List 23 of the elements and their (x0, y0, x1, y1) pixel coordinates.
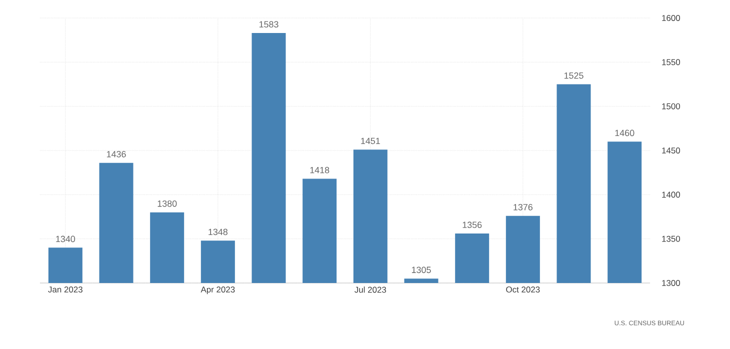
data-label: 1525 (564, 72, 584, 79)
data-label: 1305 (412, 266, 431, 274)
data-label: 1380 (158, 200, 177, 207)
x-tick-label: Oct 2023 (506, 286, 540, 293)
y-tick-label: 1500 (662, 103, 680, 110)
data-label: 1436 (106, 150, 126, 158)
x-tick-label: Apr 2023 (200, 286, 235, 294)
data-label: 1583 (259, 21, 278, 28)
data-label: 1348 (208, 228, 228, 236)
y-tick-label: 1450 (662, 148, 680, 154)
x-tick-label: Jan 2023 (48, 286, 82, 293)
y-tick-label: 1550 (662, 59, 680, 66)
data-label: 1340 (56, 236, 76, 242)
y-tick-label: 1300 (662, 280, 680, 286)
data-label: 1418 (310, 166, 330, 174)
data-label: 1356 (462, 222, 482, 228)
y-tick-label: 1400 (662, 192, 680, 198)
data-label: 1460 (615, 130, 634, 136)
y-tick-label: 1350 (662, 236, 680, 242)
x-tick-label: Jul 2023 (354, 286, 386, 293)
data-label: 1451 (361, 138, 380, 144)
data-label: 1376 (514, 204, 532, 210)
y-tick-label: 1600 (662, 15, 680, 21)
